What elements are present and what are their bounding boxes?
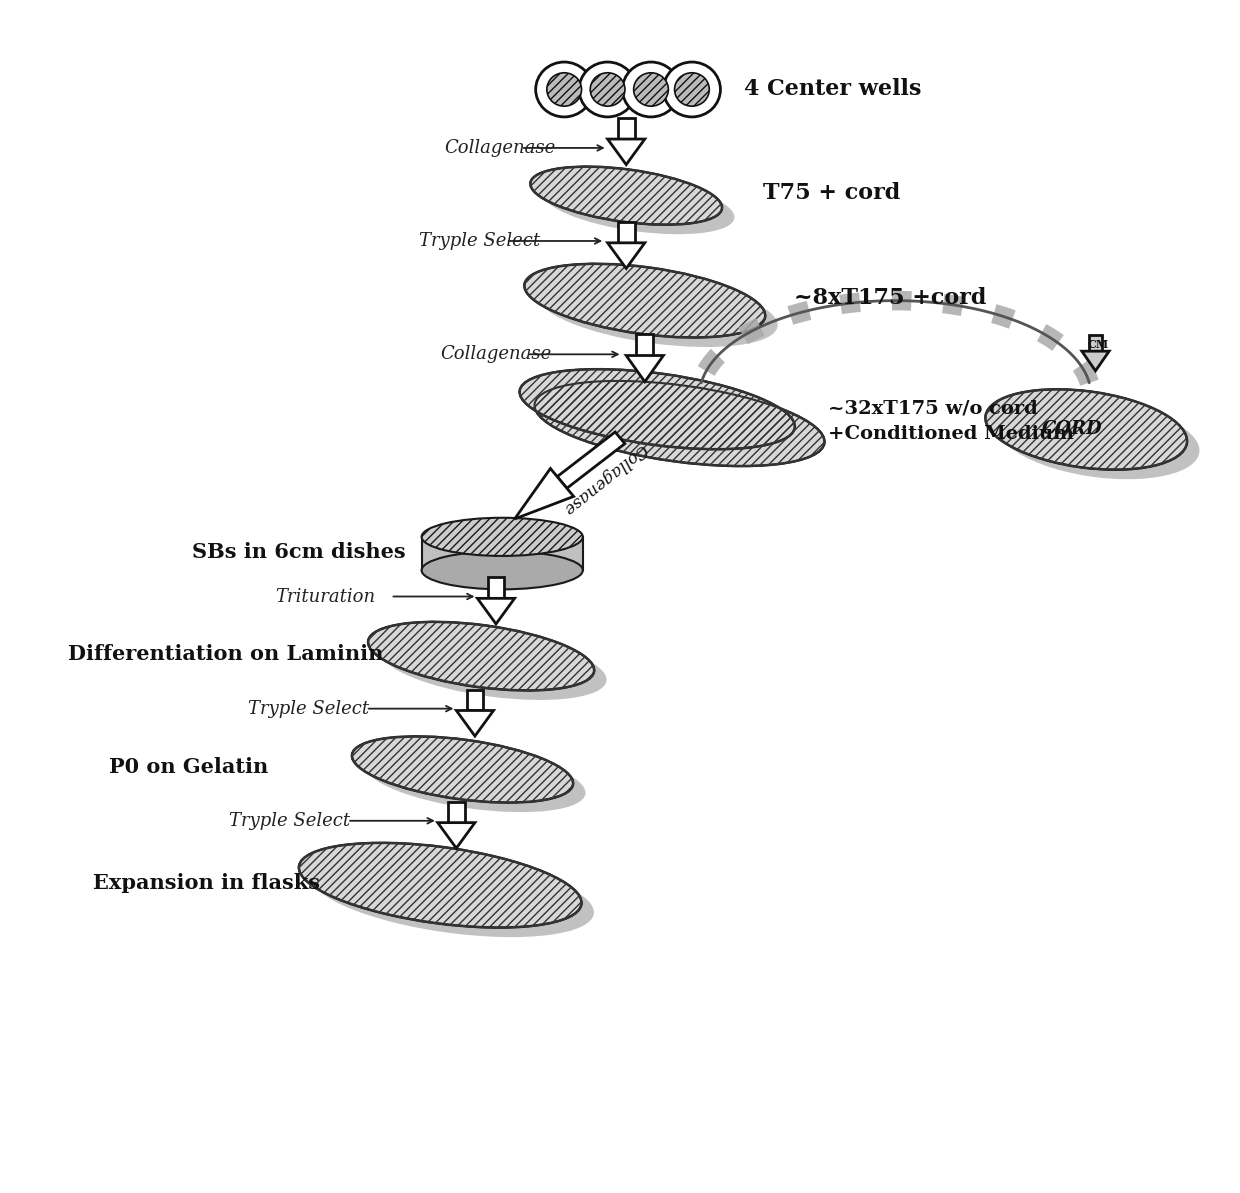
Ellipse shape: [381, 631, 606, 700]
Ellipse shape: [986, 389, 1187, 470]
Text: ~8xT175 +cord: ~8xT175 +cord: [794, 288, 986, 309]
Ellipse shape: [531, 167, 722, 224]
Circle shape: [622, 62, 680, 117]
Polygon shape: [557, 432, 625, 488]
Bar: [448, 802, 465, 823]
Bar: [1090, 335, 1101, 351]
Bar: [422, 537, 583, 570]
Text: Trituration: Trituration: [275, 587, 376, 606]
Text: Differentiation on Laminin: Differentiation on Laminin: [68, 644, 383, 663]
Polygon shape: [515, 469, 574, 519]
Ellipse shape: [422, 551, 583, 589]
Ellipse shape: [299, 842, 582, 928]
Circle shape: [590, 73, 625, 106]
Ellipse shape: [532, 378, 807, 459]
Bar: [487, 577, 505, 599]
Text: +Conditioned Medium: +Conditioned Medium: [828, 425, 1074, 444]
Text: Tryple Select: Tryple Select: [229, 811, 351, 830]
Ellipse shape: [422, 518, 583, 556]
Text: SBs in 6cm dishes: SBs in 6cm dishes: [192, 543, 405, 562]
Bar: [636, 334, 653, 356]
Polygon shape: [477, 599, 515, 624]
Polygon shape: [456, 711, 494, 736]
Polygon shape: [626, 356, 663, 382]
Ellipse shape: [352, 736, 573, 803]
Ellipse shape: [525, 264, 765, 338]
Polygon shape: [608, 243, 645, 268]
Ellipse shape: [365, 746, 585, 812]
Text: Expansion in flasks: Expansion in flasks: [93, 873, 320, 892]
Polygon shape: [438, 823, 475, 848]
Text: ~32xT175 w/o cord: ~32xT175 w/o cord: [828, 398, 1038, 418]
Text: Collagenase: Collagenase: [444, 138, 556, 157]
Polygon shape: [608, 140, 645, 165]
Text: T75 + cord: T75 + cord: [763, 183, 900, 204]
Bar: [618, 222, 635, 243]
Ellipse shape: [998, 398, 1199, 480]
Text: Tryple Select: Tryple Select: [419, 231, 541, 251]
Circle shape: [675, 73, 709, 106]
Ellipse shape: [368, 622, 594, 691]
Circle shape: [663, 62, 720, 117]
Ellipse shape: [534, 381, 825, 466]
Circle shape: [547, 73, 582, 106]
Circle shape: [634, 73, 668, 106]
Text: Collagenase: Collagenase: [559, 440, 650, 517]
Ellipse shape: [543, 177, 734, 234]
Circle shape: [536, 62, 593, 117]
Text: P0 on Gelatin: P0 on Gelatin: [109, 758, 268, 777]
Text: Tryple Select: Tryple Select: [248, 699, 370, 718]
Ellipse shape: [537, 273, 777, 347]
Bar: [466, 690, 484, 711]
Text: CM: CM: [1087, 339, 1109, 350]
Polygon shape: [1081, 351, 1109, 371]
Text: CORD: CORD: [1043, 420, 1102, 439]
Bar: [618, 118, 635, 140]
Circle shape: [579, 62, 636, 117]
Ellipse shape: [311, 852, 594, 938]
Text: 4 Center wells: 4 Center wells: [744, 79, 921, 100]
Text: Collagenase: Collagenase: [440, 345, 552, 364]
Ellipse shape: [520, 369, 795, 450]
